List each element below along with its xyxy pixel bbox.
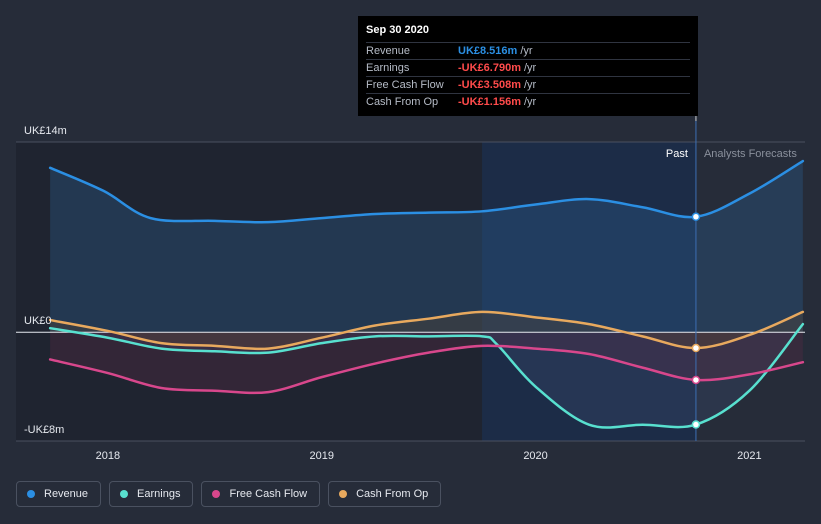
legend-label: Free Cash Flow bbox=[229, 488, 308, 500]
legend-item-earnings[interactable]: Earnings bbox=[109, 481, 194, 507]
y-label-bottom: -UK£8m bbox=[24, 424, 64, 436]
revenue-line bbox=[48, 159, 805, 224]
earnings-point bbox=[691, 420, 701, 429]
past-label: Past bbox=[666, 148, 688, 160]
tooltip: Sep 30 2020 Revenue UK£8.516m /yr Earnin… bbox=[358, 16, 698, 116]
highlight-band bbox=[482, 142, 696, 441]
earnings-line bbox=[48, 322, 805, 429]
tooltip-unit: /yr bbox=[523, 62, 537, 74]
y-label-zero: UK£0 bbox=[24, 315, 52, 327]
tooltip-label: Earnings bbox=[366, 62, 410, 74]
tooltip-row-cash-from-op: Cash From Op -UK£1.156m /yr bbox=[366, 93, 690, 110]
tooltip-unit: /yr bbox=[523, 79, 537, 91]
tooltip-row-earnings: Earnings -UK£6.790m /yr bbox=[366, 59, 690, 76]
revenue-point bbox=[691, 212, 701, 221]
cash-from-op-area bbox=[50, 311, 803, 349]
cash-from-op-line bbox=[48, 310, 805, 351]
earnings-area bbox=[50, 324, 803, 428]
cash-from-op-point bbox=[691, 343, 701, 353]
legend-item-free-cash-flow[interactable]: Free Cash Flow bbox=[201, 481, 321, 507]
tooltip-label: Cash From Op bbox=[366, 96, 439, 108]
tooltip-value: -UK£1.156m bbox=[458, 96, 521, 108]
legend-label: Cash From Op bbox=[356, 488, 429, 500]
x-tick-2021: 2021 bbox=[737, 450, 761, 462]
tooltip-row-revenue: Revenue UK£8.516m /yr bbox=[366, 42, 690, 59]
tooltip-unit: /yr bbox=[520, 45, 533, 57]
tooltip-unit: /yr bbox=[523, 96, 537, 108]
legend-dot-icon bbox=[27, 490, 35, 498]
x-tick-2020: 2020 bbox=[523, 450, 547, 462]
legend-item-cash-from-op[interactable]: Cash From Op bbox=[328, 481, 442, 507]
x-tick-2018: 2018 bbox=[96, 450, 120, 462]
legend-label: Earnings bbox=[137, 488, 181, 500]
tooltip-value: -UK£6.790m bbox=[458, 62, 521, 74]
tooltip-date: Sep 30 2020 bbox=[366, 24, 429, 36]
legend-item-revenue[interactable]: Revenue bbox=[16, 481, 102, 507]
tooltip-label: Free Cash Flow bbox=[366, 79, 444, 91]
free-cash-flow-line bbox=[48, 344, 805, 395]
revenue-area bbox=[50, 161, 803, 333]
legend-dot-icon bbox=[120, 490, 129, 498]
legend-dot-icon bbox=[212, 490, 221, 498]
forecast-label: Analysts Forecasts bbox=[704, 148, 797, 160]
legend-label: Revenue bbox=[44, 488, 89, 500]
past-background bbox=[16, 142, 483, 441]
y-label-top: UK£14m bbox=[24, 125, 67, 137]
tooltip-value: -UK£3.508m bbox=[458, 79, 521, 91]
legend: Revenue Earnings Free Cash Flow Cash Fro… bbox=[16, 481, 442, 507]
legend-dot-icon bbox=[339, 490, 348, 498]
x-tick-2019: 2019 bbox=[309, 450, 333, 462]
tooltip-row-free-cash-flow: Free Cash Flow -UK£3.508m /yr bbox=[366, 76, 690, 93]
tooltip-label: Revenue bbox=[366, 45, 411, 57]
tooltip-value: UK£8.516m bbox=[458, 45, 518, 57]
free-cash-flow-point bbox=[691, 375, 701, 385]
